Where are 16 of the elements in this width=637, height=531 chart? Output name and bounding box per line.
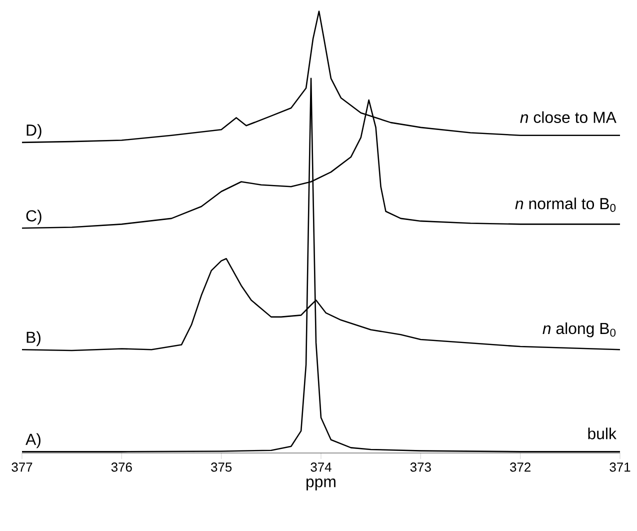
annotation: bulk <box>588 428 616 440</box>
x-axis-title: ppm <box>306 478 336 490</box>
x-tick-label: 377 <box>12 462 32 472</box>
x-tick-label: 373 <box>410 462 431 472</box>
series-label: D) <box>26 124 42 139</box>
x-tick-label: 372 <box>510 462 530 472</box>
x-tick-label: 376 <box>111 462 132 472</box>
series-label: C) <box>26 210 42 225</box>
annotation: n along B$_{0}$ <box>542 322 616 338</box>
annotation: n close to MA <box>520 111 616 124</box>
series-label: B) <box>26 331 40 346</box>
x-tick-label: 375 <box>211 462 232 472</box>
annotation: n normal to B$_{0}$ <box>515 198 616 212</box>
x-tick-label: 374 <box>310 462 332 472</box>
x-tick-label: 371 <box>610 462 630 472</box>
series-label: A) <box>26 433 40 448</box>
